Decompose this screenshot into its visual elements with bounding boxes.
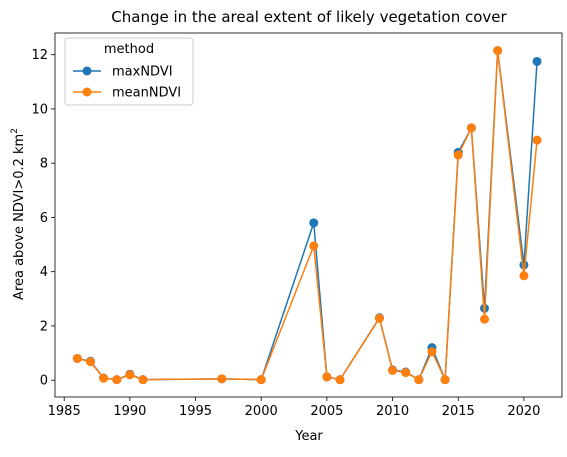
legend-marker-maxNDVI [82,66,92,76]
data-point-maxNDVI [532,56,542,66]
y-tick-label: 4 [40,265,48,280]
x-tick-label: 2015 [442,404,475,419]
data-point-meanNDVI [309,241,319,251]
data-point-meanNDVI [440,375,450,385]
y-tick-label: 12 [31,48,48,63]
x-tick-label: 2000 [245,404,278,419]
data-point-meanNDVI [99,373,109,383]
x-tick-label: 2010 [376,404,409,419]
y-tick-label: 6 [40,211,48,226]
y-tick-label: 2 [40,319,48,334]
data-point-meanNDVI [138,375,148,385]
y-axis-label-superscript: 2 [10,128,20,134]
data-point-meanNDVI [427,347,437,357]
data-point-maxNDVI [309,218,319,228]
x-tick-label: 2005 [310,404,343,419]
data-point-meanNDVI [256,375,266,385]
x-axis-label: Year [294,429,323,444]
y-axis-label: Area above NDVI>0.2 km2 [10,128,27,300]
data-point-meanNDVI [374,313,384,323]
x-tick-label: 1995 [179,404,212,419]
x-tick-label: 1985 [48,404,81,419]
data-point-meanNDVI [72,353,82,363]
data-point-meanNDVI [414,375,424,385]
data-point-meanNDVI [217,374,227,384]
data-point-meanNDVI [112,375,122,385]
x-tick-label: 1990 [113,404,146,419]
legend-label-meanNDVI: meanNDVI [112,86,181,101]
data-point-meanNDVI [532,135,542,145]
plot-area: 1985 1990 1995 2000 2005 2010 2015 2020 0 2 4 6 8 10 1… [31,32,563,419]
data-point-meanNDVI [401,368,411,378]
plot-frame [54,32,563,398]
data-point-meanNDVI [453,150,463,160]
data-point-meanNDVI [480,314,490,324]
data-point-meanNDVI [335,375,345,385]
legend-label-maxNDVI: maxNDVI [112,65,173,80]
legend-box [64,37,194,106]
x-tick-label: 2020 [507,404,540,419]
data-point-meanNDVI [519,271,529,281]
data-point-meanNDVI [388,365,398,375]
legend-marker-meanNDVI [82,87,92,97]
legend: method maxNDVI meanNDVI [64,37,194,106]
data-point-meanNDVI [493,46,503,56]
y-tick-label: 10 [31,102,48,117]
y-axis-label-main: Area above NDVI>0.2 km [12,134,27,300]
data-point-meanNDVI [322,372,332,382]
data-point-meanNDVI [85,357,95,367]
data-point-meanNDVI [125,370,135,380]
y-tick-label: 0 [40,374,48,389]
legend-title: method [104,42,154,57]
y-tick-label: 8 [40,157,48,172]
chart-title: Change in the areal extent of likely veg… [111,8,507,26]
data-point-meanNDVI [466,123,476,133]
